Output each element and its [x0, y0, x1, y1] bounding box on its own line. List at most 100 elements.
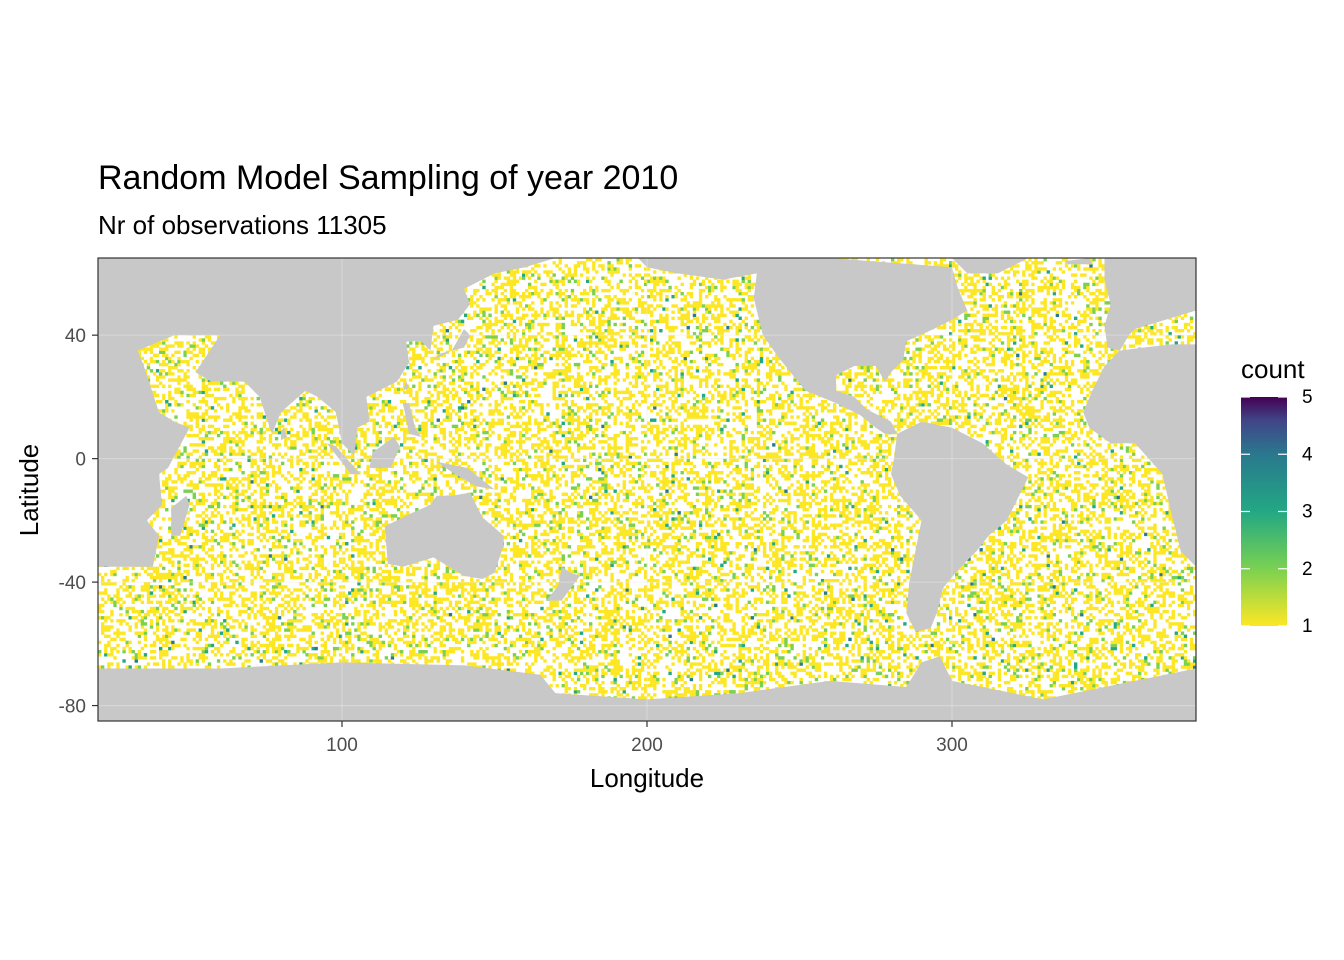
- sample-cell: [195, 443, 199, 447]
- sample-cell: [332, 588, 337, 592]
- sample-cell: [177, 566, 181, 571]
- sample-cell: [155, 542, 160, 546]
- sample-cell: [271, 517, 276, 521]
- sample-cell: [189, 532, 193, 537]
- sample-cell: [348, 508, 352, 512]
- sample-cell: [274, 471, 279, 475]
- sample-cell: [162, 643, 166, 648]
- sample-cell: [320, 489, 324, 493]
- sample-cell: [98, 616, 102, 620]
- sample-cell: [177, 344, 181, 348]
- sample-cell: [195, 433, 199, 438]
- sample-cell: [174, 597, 178, 601]
- sample-cell: [259, 489, 263, 493]
- sample-cell: [201, 474, 206, 478]
- sample-cell: [204, 400, 209, 404]
- sample-cell: [137, 350, 142, 354]
- sample-cell: [213, 625, 218, 629]
- sample-cell: [186, 628, 190, 632]
- sample-cell: [320, 535, 324, 540]
- sample-cell: [241, 427, 245, 432]
- sample-cell: [168, 344, 172, 348]
- sample-cell: [323, 551, 328, 555]
- sample-cell: [229, 446, 233, 450]
- sample-cell: [326, 430, 331, 435]
- sample-cell: [351, 545, 355, 549]
- sample-cell: [345, 548, 349, 552]
- sample-cell: [220, 477, 224, 481]
- sample-cell: [183, 662, 187, 666]
- sample-cell: [137, 597, 142, 601]
- sample-cell: [189, 501, 193, 506]
- sample-cell: [201, 569, 206, 574]
- sample-cell: [162, 609, 166, 614]
- sample-cell: [232, 542, 236, 546]
- sample-cell: [229, 650, 233, 654]
- sample-cell: [314, 572, 318, 577]
- sample-cell: [241, 523, 245, 527]
- sample-cell: [296, 619, 300, 623]
- sample-cell: [320, 529, 324, 533]
- sample-cell: [180, 359, 184, 364]
- sample-cell: [274, 483, 279, 487]
- sample-cell: [277, 486, 282, 490]
- sample-cell: [348, 591, 352, 595]
- sample-cell: [238, 594, 242, 598]
- sample-cell: [210, 381, 215, 385]
- sample-cell: [168, 486, 172, 490]
- sample-cell: [162, 662, 166, 666]
- sample-cell: [244, 409, 248, 413]
- sample-cell: [226, 486, 230, 490]
- sample-cell: [116, 600, 120, 604]
- sample-cell: [235, 433, 239, 438]
- sample-cell: [192, 594, 196, 598]
- sample-cell: [223, 582, 227, 586]
- sample-cell: [314, 613, 318, 617]
- sample-cell: [171, 597, 175, 601]
- sample-cell: [259, 492, 263, 496]
- sample-cell: [323, 597, 328, 601]
- sample-cell: [241, 600, 245, 604]
- sample-cell: [226, 538, 230, 543]
- sample-cell: [342, 575, 346, 580]
- sample-cell: [198, 390, 202, 395]
- sample-cell: [143, 653, 148, 657]
- sample-cell: [131, 585, 135, 589]
- sample-cell: [244, 495, 248, 500]
- sample-cell: [155, 662, 160, 666]
- sample-cell: [287, 501, 291, 506]
- sample-cell: [281, 646, 285, 651]
- sample-cell: [244, 643, 248, 648]
- sample-cell: [311, 437, 315, 441]
- sample-cell: [265, 517, 270, 521]
- sample-cell: [238, 393, 242, 398]
- sample-cell: [195, 501, 199, 506]
- sample-cell: [338, 532, 343, 537]
- sample-cell: [284, 557, 288, 561]
- sample-cell: [311, 477, 315, 481]
- sample-cell: [201, 440, 206, 444]
- sample-cell: [152, 579, 157, 583]
- sample-cell: [232, 650, 236, 654]
- sample-cell: [265, 464, 270, 469]
- sample-cell: [296, 575, 300, 580]
- sample-cell: [186, 375, 190, 379]
- sample-cell: [110, 646, 114, 651]
- sample-cell: [98, 606, 102, 611]
- sample-cell: [226, 532, 230, 537]
- sample-cell: [235, 461, 239, 466]
- sample-cell: [195, 600, 199, 604]
- sample-cell: [216, 511, 221, 515]
- sample-cell: [323, 594, 328, 598]
- sample-cell: [232, 662, 236, 666]
- sample-cell: [299, 662, 303, 666]
- sample-cell: [149, 356, 154, 361]
- sample-cell: [287, 421, 291, 425]
- sample-cell: [216, 381, 221, 385]
- sample-cell: [180, 659, 184, 663]
- sample-cell: [223, 461, 227, 466]
- sample-cell: [299, 406, 303, 410]
- sample-cell: [342, 560, 346, 564]
- sample-cell: [189, 344, 193, 348]
- sample-cell: [213, 471, 218, 475]
